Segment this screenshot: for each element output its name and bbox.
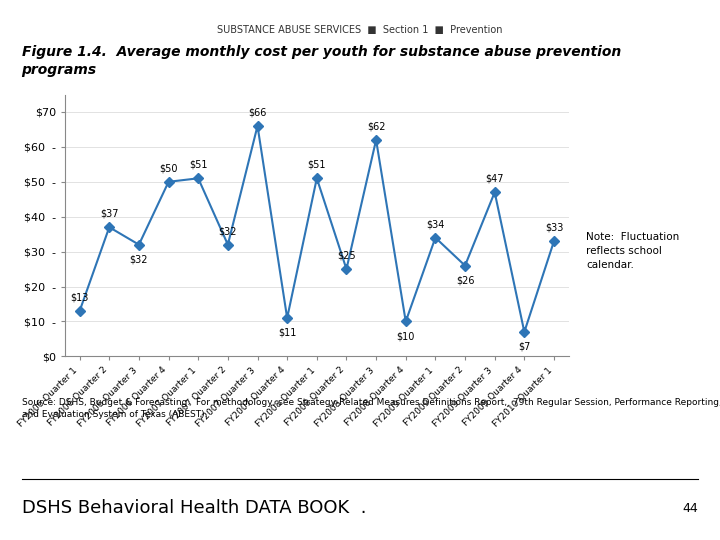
Text: SUBSTANCE ABUSE SERVICES  ■  Section 1  ■  Prevention: SUBSTANCE ABUSE SERVICES ■ Section 1 ■ P… <box>217 25 503 35</box>
Text: DSHS Behavioral Health DATA BOOK  .: DSHS Behavioral Health DATA BOOK . <box>22 499 366 517</box>
Text: $66: $66 <box>248 107 266 118</box>
Text: $25: $25 <box>337 251 356 261</box>
Text: $11: $11 <box>278 328 297 338</box>
Text: $32: $32 <box>219 226 237 237</box>
Text: Figure 1.4.  Average monthly cost per youth for substance abuse prevention
progr: Figure 1.4. Average monthly cost per you… <box>22 45 621 77</box>
Text: $51: $51 <box>189 160 207 170</box>
Text: $7: $7 <box>518 342 531 352</box>
Text: $32: $32 <box>130 254 148 265</box>
Text: $51: $51 <box>307 160 326 170</box>
Text: $50: $50 <box>159 164 178 173</box>
Text: $62: $62 <box>367 122 385 132</box>
Text: Source: DSHS, Budget & Forecasting.  For methodology, see Strategy-Related Measu: Source: DSHS, Budget & Forecasting. For … <box>22 398 720 419</box>
Text: Note:  Fluctuation
reflects school
calendar.: Note: Fluctuation reflects school calend… <box>587 232 680 269</box>
Text: 44: 44 <box>683 502 698 515</box>
Text: $34: $34 <box>426 219 444 230</box>
Text: $37: $37 <box>100 209 119 219</box>
Text: $13: $13 <box>71 293 89 303</box>
Text: $26: $26 <box>456 275 474 285</box>
Text: $33: $33 <box>545 223 563 233</box>
Text: $10: $10 <box>397 331 415 341</box>
Text: $47: $47 <box>485 174 504 184</box>
